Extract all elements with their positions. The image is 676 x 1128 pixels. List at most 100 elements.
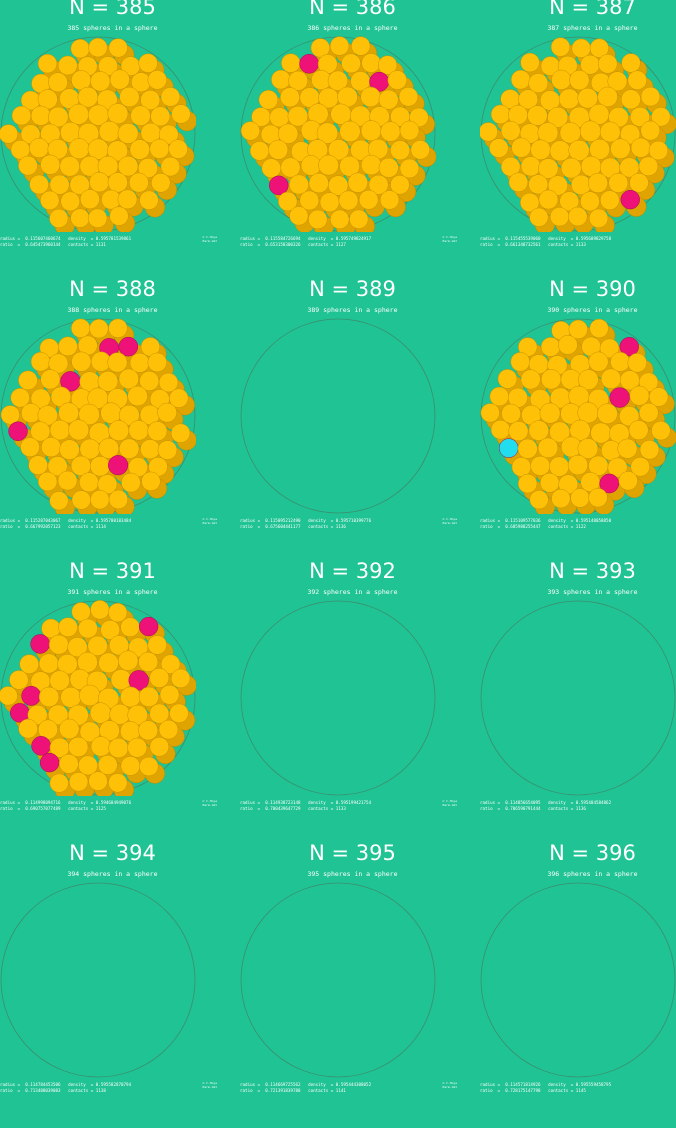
packed-sphere bbox=[108, 318, 128, 338]
packed-sphere bbox=[140, 90, 161, 110]
packed-sphere bbox=[360, 120, 382, 142]
panel-stats: radius = 0.115455539060 density = 0.5956… bbox=[480, 236, 612, 247]
packed-sphere bbox=[399, 158, 420, 179]
packed-sphere bbox=[71, 490, 91, 510]
packed-sphere bbox=[579, 120, 602, 142]
packed-sphere bbox=[517, 473, 538, 494]
panel-stats: radius = 0.115607460674 density = 0.5957… bbox=[0, 236, 132, 247]
packed-sphere bbox=[78, 755, 98, 776]
panel-subtitle: 390 spheres in a sphere bbox=[547, 306, 638, 314]
panel-title: N = 395 bbox=[309, 841, 396, 865]
packed-sphere bbox=[127, 385, 148, 407]
packed-sphere bbox=[640, 86, 661, 107]
packed-sphere bbox=[289, 206, 309, 226]
panel-subtitle: 386 spheres in a sphere bbox=[307, 24, 398, 32]
packed-sphere bbox=[158, 719, 179, 740]
packed-sphere bbox=[139, 756, 159, 777]
packed-sphere bbox=[18, 155, 38, 176]
packed-sphere bbox=[568, 139, 590, 161]
packed-sphere bbox=[151, 173, 171, 193]
container-sphere-outline bbox=[0, 882, 196, 1078]
packed-sphere bbox=[71, 351, 92, 372]
packed-sphere bbox=[118, 650, 139, 671]
panel-title: N = 385 bbox=[69, 0, 156, 19]
packed-sphere bbox=[550, 37, 571, 57]
packed-sphere bbox=[597, 54, 618, 74]
packed-sphere bbox=[528, 73, 549, 93]
packed-sphere bbox=[38, 686, 60, 708]
packed-sphere bbox=[59, 156, 80, 177]
packed-sphere bbox=[497, 369, 518, 389]
packed-sphere bbox=[618, 471, 638, 491]
highlighted-sphere bbox=[620, 189, 640, 210]
packed-sphere bbox=[328, 139, 350, 161]
container-sphere-outline bbox=[240, 600, 436, 796]
packed-sphere bbox=[349, 209, 369, 229]
packed-sphere bbox=[169, 388, 189, 408]
panel-subtitle: 392 spheres in a sphere bbox=[307, 588, 398, 596]
packed-sphere bbox=[571, 38, 591, 58]
packed-sphere bbox=[558, 335, 578, 355]
packed-sphere bbox=[607, 71, 628, 92]
sphere-diagram bbox=[480, 600, 676, 796]
packed-sphere bbox=[588, 351, 609, 372]
packed-sphere bbox=[538, 158, 559, 179]
packed-sphere bbox=[117, 123, 139, 144]
packed-sphere bbox=[29, 137, 50, 158]
packed-sphere bbox=[170, 668, 191, 689]
panel-stats: radius = 0.114784453506 density = 0.5955… bbox=[0, 1082, 132, 1093]
panel-n389: N = 389 389 spheres in a sphere radius = 0… bbox=[240, 277, 465, 564]
packed-sphere bbox=[549, 207, 570, 227]
packed-sphere bbox=[378, 89, 399, 110]
packed-sphere bbox=[341, 53, 361, 74]
packed-sphere bbox=[90, 71, 111, 92]
packed-sphere bbox=[398, 87, 419, 107]
packed-sphere bbox=[518, 89, 539, 110]
packed-sphere bbox=[510, 352, 530, 372]
packed-sphere bbox=[599, 338, 620, 359]
packed-sphere bbox=[328, 175, 349, 196]
packed-sphere bbox=[70, 39, 90, 59]
highlighted-sphere bbox=[39, 752, 60, 773]
packed-sphere bbox=[380, 121, 401, 142]
packed-sphere bbox=[360, 154, 382, 176]
packed-sphere bbox=[551, 488, 571, 509]
packed-sphere bbox=[501, 403, 521, 424]
packed-sphere bbox=[577, 438, 599, 459]
packed-sphere bbox=[158, 372, 179, 393]
packed-sphere bbox=[108, 737, 129, 759]
packed-sphere bbox=[87, 635, 108, 656]
packed-sphere bbox=[288, 70, 309, 91]
packed-sphere bbox=[558, 88, 580, 110]
panel-stats: radius = 0.114998094716 density = 0.5946… bbox=[0, 800, 132, 811]
packed-sphere bbox=[147, 70, 168, 90]
packed-sphere bbox=[651, 107, 671, 127]
packed-sphere bbox=[110, 669, 132, 690]
container-sphere-outline bbox=[480, 318, 676, 514]
packed-sphere bbox=[90, 736, 112, 757]
packed-sphere bbox=[569, 70, 590, 91]
packed-sphere bbox=[71, 318, 91, 338]
packed-sphere bbox=[358, 189, 379, 210]
panel-n395: N = 395 395 spheres in a sphere radius = 0… bbox=[240, 841, 465, 1128]
packed-sphere bbox=[107, 172, 128, 193]
packed-sphere bbox=[77, 122, 100, 145]
packed-sphere bbox=[490, 419, 511, 440]
packed-sphere bbox=[18, 370, 38, 391]
packed-sphere bbox=[529, 207, 549, 227]
packed-sphere bbox=[551, 69, 572, 90]
packed-sphere bbox=[510, 69, 531, 90]
packed-sphere bbox=[648, 387, 669, 407]
panel-stats: radius = 0.114856654095 density = 0.5954… bbox=[480, 800, 612, 811]
packed-sphere bbox=[630, 137, 651, 158]
packed-sphere bbox=[98, 120, 121, 143]
packed-sphere bbox=[159, 684, 180, 705]
packed-sphere bbox=[308, 173, 329, 194]
packed-sphere bbox=[318, 154, 339, 176]
packed-sphere bbox=[10, 388, 30, 408]
packed-sphere bbox=[78, 403, 100, 426]
packed-sphere bbox=[608, 173, 629, 193]
packed-sphere bbox=[58, 336, 78, 357]
packed-sphere bbox=[630, 106, 650, 127]
container-sphere-outline bbox=[480, 882, 676, 1078]
